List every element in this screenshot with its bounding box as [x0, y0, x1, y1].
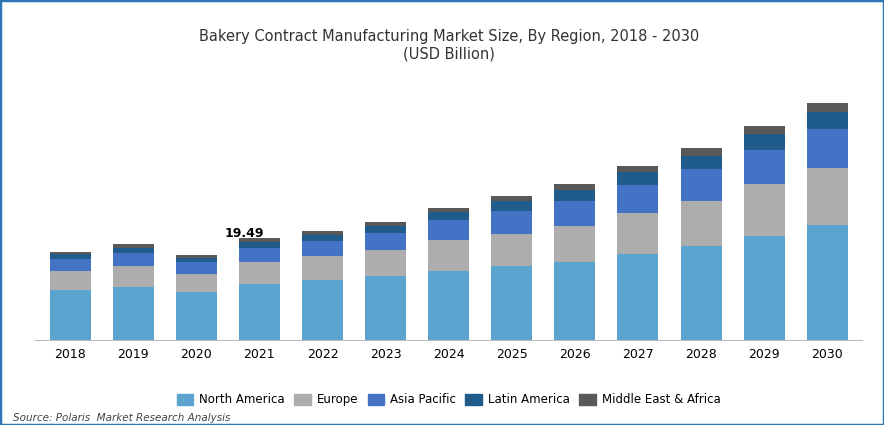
- Bar: [365, 226, 406, 233]
- Bar: [743, 150, 785, 184]
- Title: Bakery Contract Manufacturing Market Size, By Region, 2018 - 2030
(USD Billion): Bakery Contract Manufacturing Market Siz…: [199, 29, 698, 61]
- Bar: [617, 213, 659, 254]
- Bar: [176, 292, 217, 340]
- Bar: [743, 126, 785, 134]
- Bar: [807, 168, 848, 225]
- Bar: [302, 231, 343, 235]
- Bar: [112, 287, 154, 340]
- Bar: [492, 211, 532, 233]
- Bar: [428, 240, 469, 271]
- Bar: [681, 156, 721, 169]
- Bar: [302, 280, 343, 340]
- Bar: [681, 201, 721, 246]
- Bar: [492, 201, 532, 211]
- Bar: [743, 235, 785, 340]
- Bar: [302, 256, 343, 280]
- Bar: [112, 248, 154, 253]
- Bar: [681, 246, 721, 340]
- Bar: [239, 248, 280, 262]
- Text: 19.49: 19.49: [225, 227, 264, 240]
- Bar: [50, 271, 90, 290]
- Bar: [554, 201, 595, 226]
- Bar: [302, 241, 343, 256]
- Bar: [428, 208, 469, 212]
- Bar: [176, 255, 217, 258]
- Bar: [176, 274, 217, 292]
- Bar: [50, 255, 90, 259]
- Bar: [50, 252, 90, 255]
- Bar: [365, 233, 406, 250]
- Bar: [176, 258, 217, 262]
- Bar: [681, 148, 721, 156]
- Bar: [365, 276, 406, 340]
- Bar: [617, 185, 659, 213]
- Bar: [428, 271, 469, 340]
- Bar: [50, 259, 90, 271]
- Bar: [554, 262, 595, 340]
- Bar: [617, 173, 659, 185]
- Bar: [617, 254, 659, 340]
- Bar: [239, 262, 280, 283]
- Bar: [365, 222, 406, 226]
- Bar: [239, 238, 280, 242]
- Bar: [743, 134, 785, 150]
- Bar: [302, 235, 343, 241]
- Bar: [492, 233, 532, 266]
- Bar: [554, 226, 595, 262]
- Bar: [807, 225, 848, 340]
- Legend: North America, Europe, Asia Pacific, Latin America, Middle East & Africa: North America, Europe, Asia Pacific, Lat…: [172, 389, 725, 411]
- Bar: [176, 262, 217, 274]
- Bar: [239, 283, 280, 340]
- Text: Source: Polaris  Market Research Analysis: Source: Polaris Market Research Analysis: [13, 413, 231, 423]
- Bar: [492, 266, 532, 340]
- Bar: [112, 244, 154, 248]
- Bar: [807, 129, 848, 168]
- Bar: [554, 184, 595, 190]
- Bar: [428, 212, 469, 221]
- Bar: [239, 242, 280, 248]
- Bar: [492, 196, 532, 201]
- Bar: [112, 253, 154, 266]
- Bar: [112, 266, 154, 287]
- Bar: [50, 290, 90, 340]
- Bar: [554, 190, 595, 201]
- Bar: [365, 250, 406, 276]
- Bar: [743, 184, 785, 235]
- Bar: [428, 221, 469, 240]
- Bar: [807, 112, 848, 129]
- Bar: [807, 103, 848, 112]
- Bar: [617, 166, 659, 173]
- Bar: [681, 169, 721, 201]
